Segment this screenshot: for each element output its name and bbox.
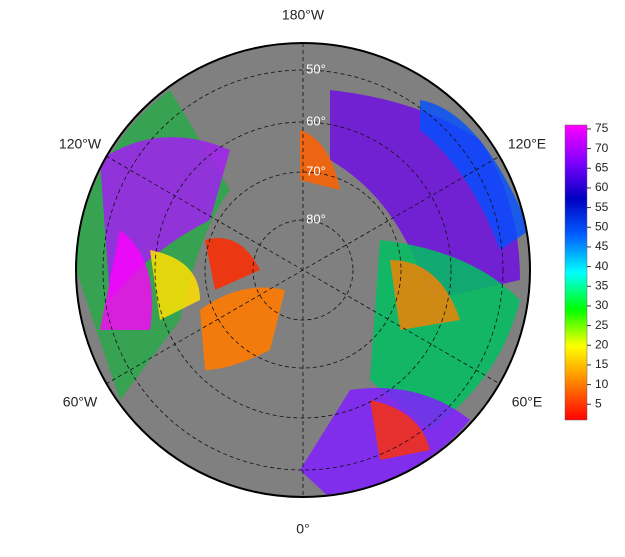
map-border [75, 42, 531, 498]
longitude-label: 60°E [512, 394, 543, 410]
latitude-label: 60° [306, 113, 326, 128]
latitude-label: 80° [306, 211, 326, 226]
colorbar-tick-label: 15 [595, 357, 609, 371]
colorbar-tick-label: 5 [595, 396, 602, 410]
latitude-label: 70° [306, 163, 326, 178]
longitude-label: 120°W [59, 136, 102, 152]
colorbar-tick-label: 65 [595, 160, 609, 174]
colorbar-tick-label: 60 [595, 180, 609, 194]
longitude-label: 0° [296, 521, 309, 537]
latitude-label: 50° [306, 61, 326, 76]
colorbar-tick-label: 20 [595, 337, 609, 351]
colorbar-tick-label: 75 [595, 121, 609, 135]
colorbar-tick-label: 50 [595, 219, 609, 233]
colorbar [564, 124, 588, 421]
colorbar-tick-label: 45 [595, 239, 609, 253]
colorbar-tick-label: 40 [595, 259, 609, 273]
colorbar-tick-label: 10 [595, 377, 609, 391]
colorbar-tick-label: 30 [595, 298, 609, 312]
graticule [102, 43, 504, 497]
colorbar-tick-label: 55 [595, 200, 609, 214]
colorbar-tick-label: 70 [595, 141, 609, 155]
longitude-label: 60°W [63, 394, 98, 410]
longitude-label: 180°W [282, 7, 325, 23]
colorbar-tick-label: 25 [595, 318, 609, 332]
longitude-label: 120°E [508, 136, 546, 152]
map-disk [76, 43, 530, 497]
colorbar-tick-label: 35 [595, 278, 609, 292]
